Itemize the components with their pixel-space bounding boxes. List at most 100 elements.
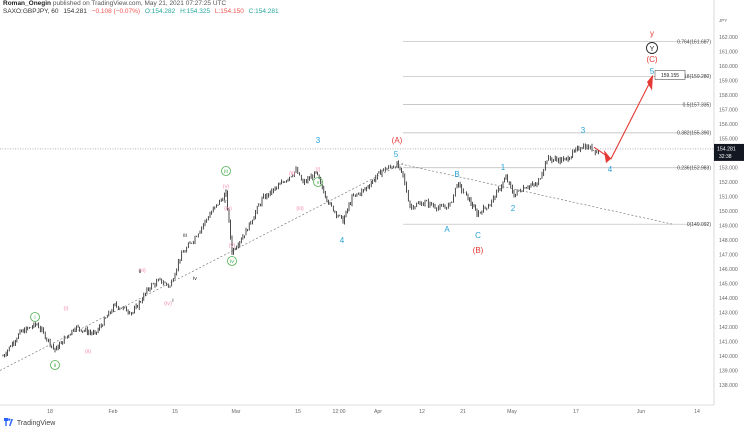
time-tick-label: 18 [47,409,53,415]
wave-label-pink: (ii) [85,349,91,355]
ohlc-close: C:154.281 [248,8,279,15]
wave-label-red: (B) [473,246,484,255]
publish-info: Roman_Onegin published on TradingView.co… [3,0,226,7]
tradingview-footer[interactable]: TradingView [4,418,55,427]
wave-label-black: ii [139,269,141,275]
wave-label-red: (A) [392,136,403,145]
price-tick-label: 142.000 [719,325,738,331]
ohlc-high: H:154.325 [180,8,211,15]
price-tick-label: 159.000 [719,79,738,85]
price-tick-label: 138.000 [719,383,738,389]
time-tick-label: 14 [694,409,700,415]
price-tick-label: 145.000 [719,282,738,288]
price-tick-label: 146.000 [719,267,738,273]
wave-label-blue: 2 [511,204,516,213]
time-tick-label: Jun [637,409,645,415]
wave-label-green: ii [54,363,56,369]
wave-label-pink: (v) [223,184,230,190]
time-tick-label: 12:00 [333,409,346,415]
symbol-info: SAXO:GBPJPY, 60 154.281 −0.108 (−0.07%) … [3,8,282,15]
price-tick-label: 147.000 [719,253,738,259]
price-tick-label: 149.000 [719,224,738,230]
wave-label-pink: (i) [64,306,69,312]
symbol: SAXO:GBPJPY, 60 [3,8,59,15]
wave-label-pink: (i) [316,167,321,173]
fib-level-label: 0.764(161.687) [677,39,711,45]
projection-path [593,75,654,160]
price-tick-label: 152.000 [719,180,738,186]
wave-label-green: iii [224,169,228,175]
wave-label-green: i [34,315,35,321]
price-tick-label: 151.000 [719,195,738,201]
wave-label-green: iv [230,259,234,265]
price-scale-unit: JPY [719,18,727,23]
tradingview-logo-icon [4,418,13,426]
wave-label-green-circle-icon [227,256,237,266]
projection-arrow-icon [647,74,653,91]
fib-level-label: 0.618(159.280) [677,74,711,80]
fib-level-label: 0.236(152.983) [677,166,711,172]
trendline-resistance [396,162,673,225]
time-tick-label: 15 [295,409,301,415]
wave-label-black: v [224,199,227,205]
wave-label-green-circle-icon [221,166,231,176]
price-tick-label: 161.000 [719,50,738,56]
author-name: Roman_Onegin [3,0,52,7]
wave-label-blue: C [475,231,481,240]
time-tick-label: 17 [573,409,579,415]
price-tick-label: 148.000 [719,238,738,244]
wave-label-pink: (iii) [138,268,145,274]
wave-label-blue: 5 [650,67,655,76]
wave-label-pink: (iii) [296,206,303,212]
price-tick-label: 141.000 [719,340,738,346]
price-tick-label: 160.000 [719,64,738,70]
price-tick-label: 150.000 [719,209,738,215]
price-tick-label: 144.000 [719,296,738,302]
wave-label-pink: (iv) [224,206,232,212]
wave-label-blue: 4 [340,236,345,245]
wave-label-green-circle-icon [30,312,40,322]
time-tick-label: May [507,409,517,415]
wave-label-red: y [650,29,654,38]
wave-label-green: v [317,180,320,186]
ohlc-open: O:154.282 [144,8,176,15]
price-badge-countdown: 32:38 [719,154,732,160]
time-tick-label: 15 [172,409,178,415]
price-tick-label: 140.000 [719,354,738,360]
price-tick-label: 143.000 [719,311,738,317]
price-tick-label: 153.000 [719,166,738,172]
price-badge-value: 154.281 [717,146,736,152]
price-tick-label: 155.000 [719,137,738,143]
wave-label-pink: (iv) [164,301,172,307]
wave-label-black: iii [183,233,186,239]
price-tick-label: 158.000 [719,93,738,99]
wave-label-blue: 4 [608,165,613,174]
wave-label-pink: (v) [229,243,236,249]
trendline-support [0,162,404,371]
time-tick-label: Mar [232,409,241,415]
wave-label-green-circle-icon [50,360,60,370]
wave-label-pink: (ii) [289,171,295,177]
price-tick-label: 157.000 [719,108,738,114]
price-tick-label: 156.000 [719,122,738,128]
wave-label-blue: B [454,170,459,179]
wave-label-red: (C) [646,55,657,64]
fib-level-label: 0.382(155.390) [677,131,711,137]
brand-name: TradingView [16,420,56,427]
wave-label-blue: 3 [581,126,586,135]
price-tick-label: 139.000 [719,369,738,375]
price-change: −0.108 (−0.07%) [91,8,141,15]
published-text: published on TradingView.com, May 21, 20… [52,0,227,7]
fib-level-label: 0(149.092) [687,222,712,228]
time-tick-label: Feb [109,409,118,415]
price-badge [714,143,744,161]
wave-label-green-circle-icon [313,177,323,187]
price-tick-label: 162.000 [719,35,738,41]
wave-label-black: iv [193,276,197,282]
fib-level-label: 0.5(157.335) [683,102,712,108]
wave-label-black: i [172,298,173,304]
wave-label-blue: 1 [501,163,506,172]
time-tick-label: Apr [374,409,382,415]
last-price: 154.281 [63,8,87,15]
